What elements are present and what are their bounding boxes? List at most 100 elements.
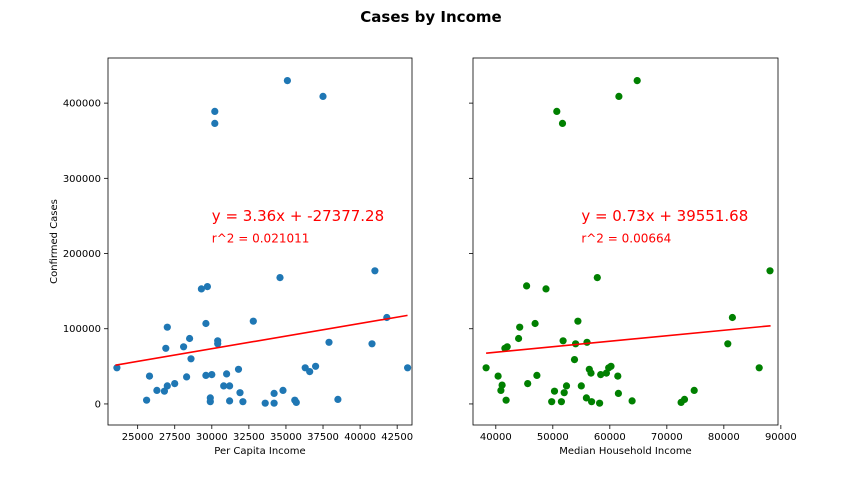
data-point — [515, 334, 523, 343]
data-point — [226, 397, 234, 405]
r-squared-label: r^2 = 0.021011 — [212, 231, 310, 245]
x-tick-label: 25000 — [122, 432, 154, 443]
data-point — [558, 119, 567, 127]
scatter-plot-median-household-income: y = 0.73x + 39551.68 r^2 = 0.00664 40000 50… — [469, 57, 797, 457]
data-point — [180, 343, 188, 351]
data-point — [202, 371, 210, 379]
x-tick-label: 35000 — [270, 432, 302, 443]
y-tick-label: 100000 — [63, 324, 101, 335]
axes-frame — [107, 57, 413, 426]
data-point — [325, 338, 333, 346]
data-point — [319, 92, 327, 100]
regression-equation: y = 0.73x + 39551.68 — [581, 207, 748, 225]
data-point — [562, 382, 571, 390]
data-point — [163, 323, 171, 331]
data-point — [236, 389, 244, 397]
data-point — [208, 371, 216, 379]
data-point — [226, 382, 234, 390]
regression-line — [486, 324, 771, 354]
data-point — [211, 107, 219, 115]
data-point — [755, 364, 763, 372]
data-point — [163, 382, 171, 390]
data-point — [276, 274, 284, 282]
data-point — [557, 398, 566, 406]
figure-title: Cases by Income — [360, 8, 501, 26]
data-point — [203, 283, 211, 291]
data-point — [145, 372, 154, 380]
axes-frame — [472, 57, 779, 426]
data-point — [553, 107, 561, 115]
data-point — [728, 313, 737, 322]
y-tick-label: 0 — [95, 399, 101, 410]
data-point — [234, 365, 243, 373]
x-tick-label: 27500 — [159, 432, 191, 443]
x-tick-label: 60000 — [594, 432, 626, 443]
data-point — [186, 334, 194, 343]
data-point — [614, 372, 622, 380]
data-point — [550, 387, 559, 395]
data-point — [570, 356, 579, 364]
x-tick-label: 37500 — [307, 432, 339, 443]
x-tick-label: 40000 — [344, 432, 376, 443]
data-point — [587, 369, 595, 377]
data-point — [223, 370, 231, 378]
data-point — [404, 364, 412, 372]
data-point — [494, 372, 502, 380]
data-point — [577, 382, 585, 390]
data-point — [607, 362, 615, 370]
data-point — [206, 394, 214, 402]
data-point — [239, 398, 247, 406]
data-point — [633, 77, 641, 85]
data-point — [503, 343, 511, 351]
data-point — [270, 389, 278, 397]
data-point — [306, 368, 314, 376]
data-point — [533, 371, 541, 379]
data-point — [249, 317, 257, 325]
y-tick-label: 200000 — [63, 249, 101, 260]
data-point — [197, 285, 205, 293]
x-axis-label: Median Household Income — [559, 446, 691, 457]
data-point — [593, 274, 601, 282]
data-point — [574, 317, 582, 325]
data-point — [211, 119, 219, 127]
y-tick-label: 400000 — [63, 99, 101, 110]
data-point — [220, 382, 228, 390]
data-point — [143, 396, 151, 404]
data-point — [596, 399, 604, 407]
data-point — [283, 77, 291, 85]
data-point — [502, 396, 510, 404]
data-point — [524, 380, 532, 388]
x-tick-label: 70000 — [651, 432, 683, 443]
data-point — [312, 362, 320, 370]
data-point — [766, 267, 774, 275]
data-point — [560, 389, 568, 397]
x-tick-label: 32500 — [233, 432, 265, 443]
data-point — [171, 380, 179, 388]
data-point — [690, 386, 698, 394]
r-squared-label: r^2 = 0.00664 — [581, 231, 671, 245]
x-tick-label: 80000 — [708, 432, 740, 443]
data-point — [334, 395, 342, 403]
data-point — [680, 395, 689, 403]
data-point — [214, 340, 222, 348]
data-point — [597, 371, 605, 379]
data-point — [371, 267, 379, 275]
x-tick-label: 50000 — [537, 432, 569, 443]
data-point — [588, 398, 596, 406]
data-point — [516, 323, 524, 331]
data-point — [542, 285, 550, 293]
data-point — [523, 282, 531, 290]
data-point — [531, 319, 539, 328]
x-tick-label: 42500 — [381, 432, 413, 443]
regression-equation: y = 3.36x + -27377.28 — [212, 207, 384, 225]
data-point — [615, 92, 623, 100]
data-point — [724, 340, 732, 348]
data-point — [153, 386, 161, 394]
y-axis-label: Confirmed Cases — [49, 199, 60, 284]
x-axis-label: Per Capita Income — [214, 446, 305, 457]
x-tick-label: 40000 — [480, 432, 512, 443]
scatter-plot-per-capita-income: y = 3.36x + -27377.28 r^2 = 0.021011 25000… — [49, 57, 413, 457]
y-tick-label: 300000 — [63, 174, 101, 185]
regression-line — [115, 314, 408, 366]
